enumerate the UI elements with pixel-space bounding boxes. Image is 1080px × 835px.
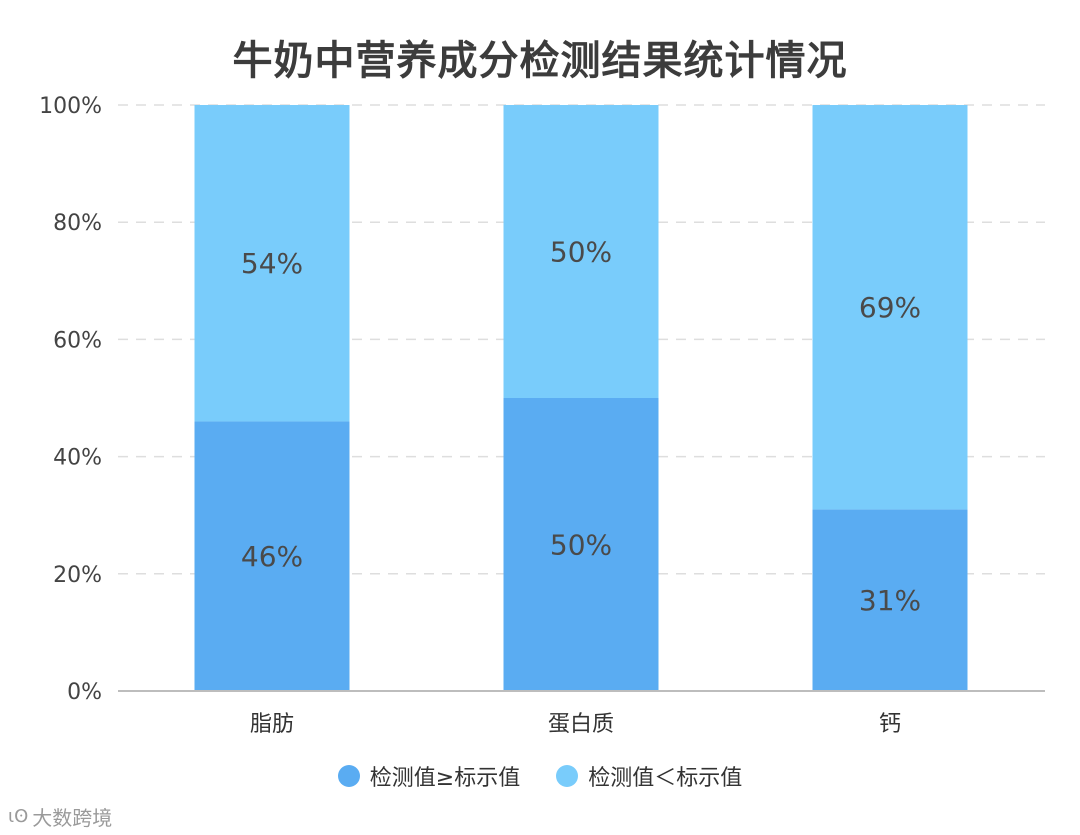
- data-label: 50%: [550, 236, 612, 269]
- legend-item: 检测值≥标示值: [337, 760, 521, 792]
- bar-segment: [194, 421, 350, 691]
- legend: 检测值≥标示值 检测值＜标示值: [0, 760, 1080, 792]
- legend-item: 检测值＜标示值: [556, 760, 742, 792]
- y-tick-label: 0%: [67, 680, 102, 705]
- x-category-label: 钙: [879, 712, 901, 737]
- legend-label: 检测值＜标示值: [588, 766, 743, 791]
- bar-segment: [194, 105, 350, 422]
- bar-segment: [812, 105, 968, 510]
- data-label: 69%: [859, 291, 921, 324]
- x-category-label: 蛋白质: [548, 712, 614, 737]
- y-tick-label: 100%: [39, 94, 102, 119]
- data-label: 31%: [859, 584, 921, 617]
- y-tick-label: 40%: [53, 446, 102, 471]
- y-tick-label: 60%: [53, 328, 102, 353]
- legend-label: 检测值≥标示值: [369, 766, 521, 791]
- axes: 0% 20% 40% 60% 80% 100% 脂肪 蛋白质 钙: [39, 94, 1045, 737]
- bar-segment: [812, 509, 968, 691]
- source-text: 大数跨境: [32, 806, 113, 830]
- y-tick-label: 80%: [53, 211, 102, 236]
- bar-segment: [503, 398, 659, 691]
- bars: [194, 105, 968, 691]
- y-tick-label: 20%: [53, 563, 102, 588]
- data-label: 50%: [550, 529, 612, 562]
- chart-title: 牛奶中营养成分检测结果统计情况: [232, 38, 848, 84]
- source-watermark: ɩʘ 大数跨境: [8, 802, 112, 831]
- x-category-label: 脂肪: [250, 712, 294, 737]
- data-label: 54%: [241, 247, 303, 280]
- source-logo-icon: ɩʘ: [8, 806, 29, 827]
- labels: 46% 54% 50% 50% 31% 69%: [241, 236, 921, 618]
- bar-segment: [503, 105, 659, 398]
- legend-swatch: [337, 765, 360, 787]
- data-label: 46%: [241, 540, 303, 573]
- legend-swatch: [556, 765, 579, 787]
